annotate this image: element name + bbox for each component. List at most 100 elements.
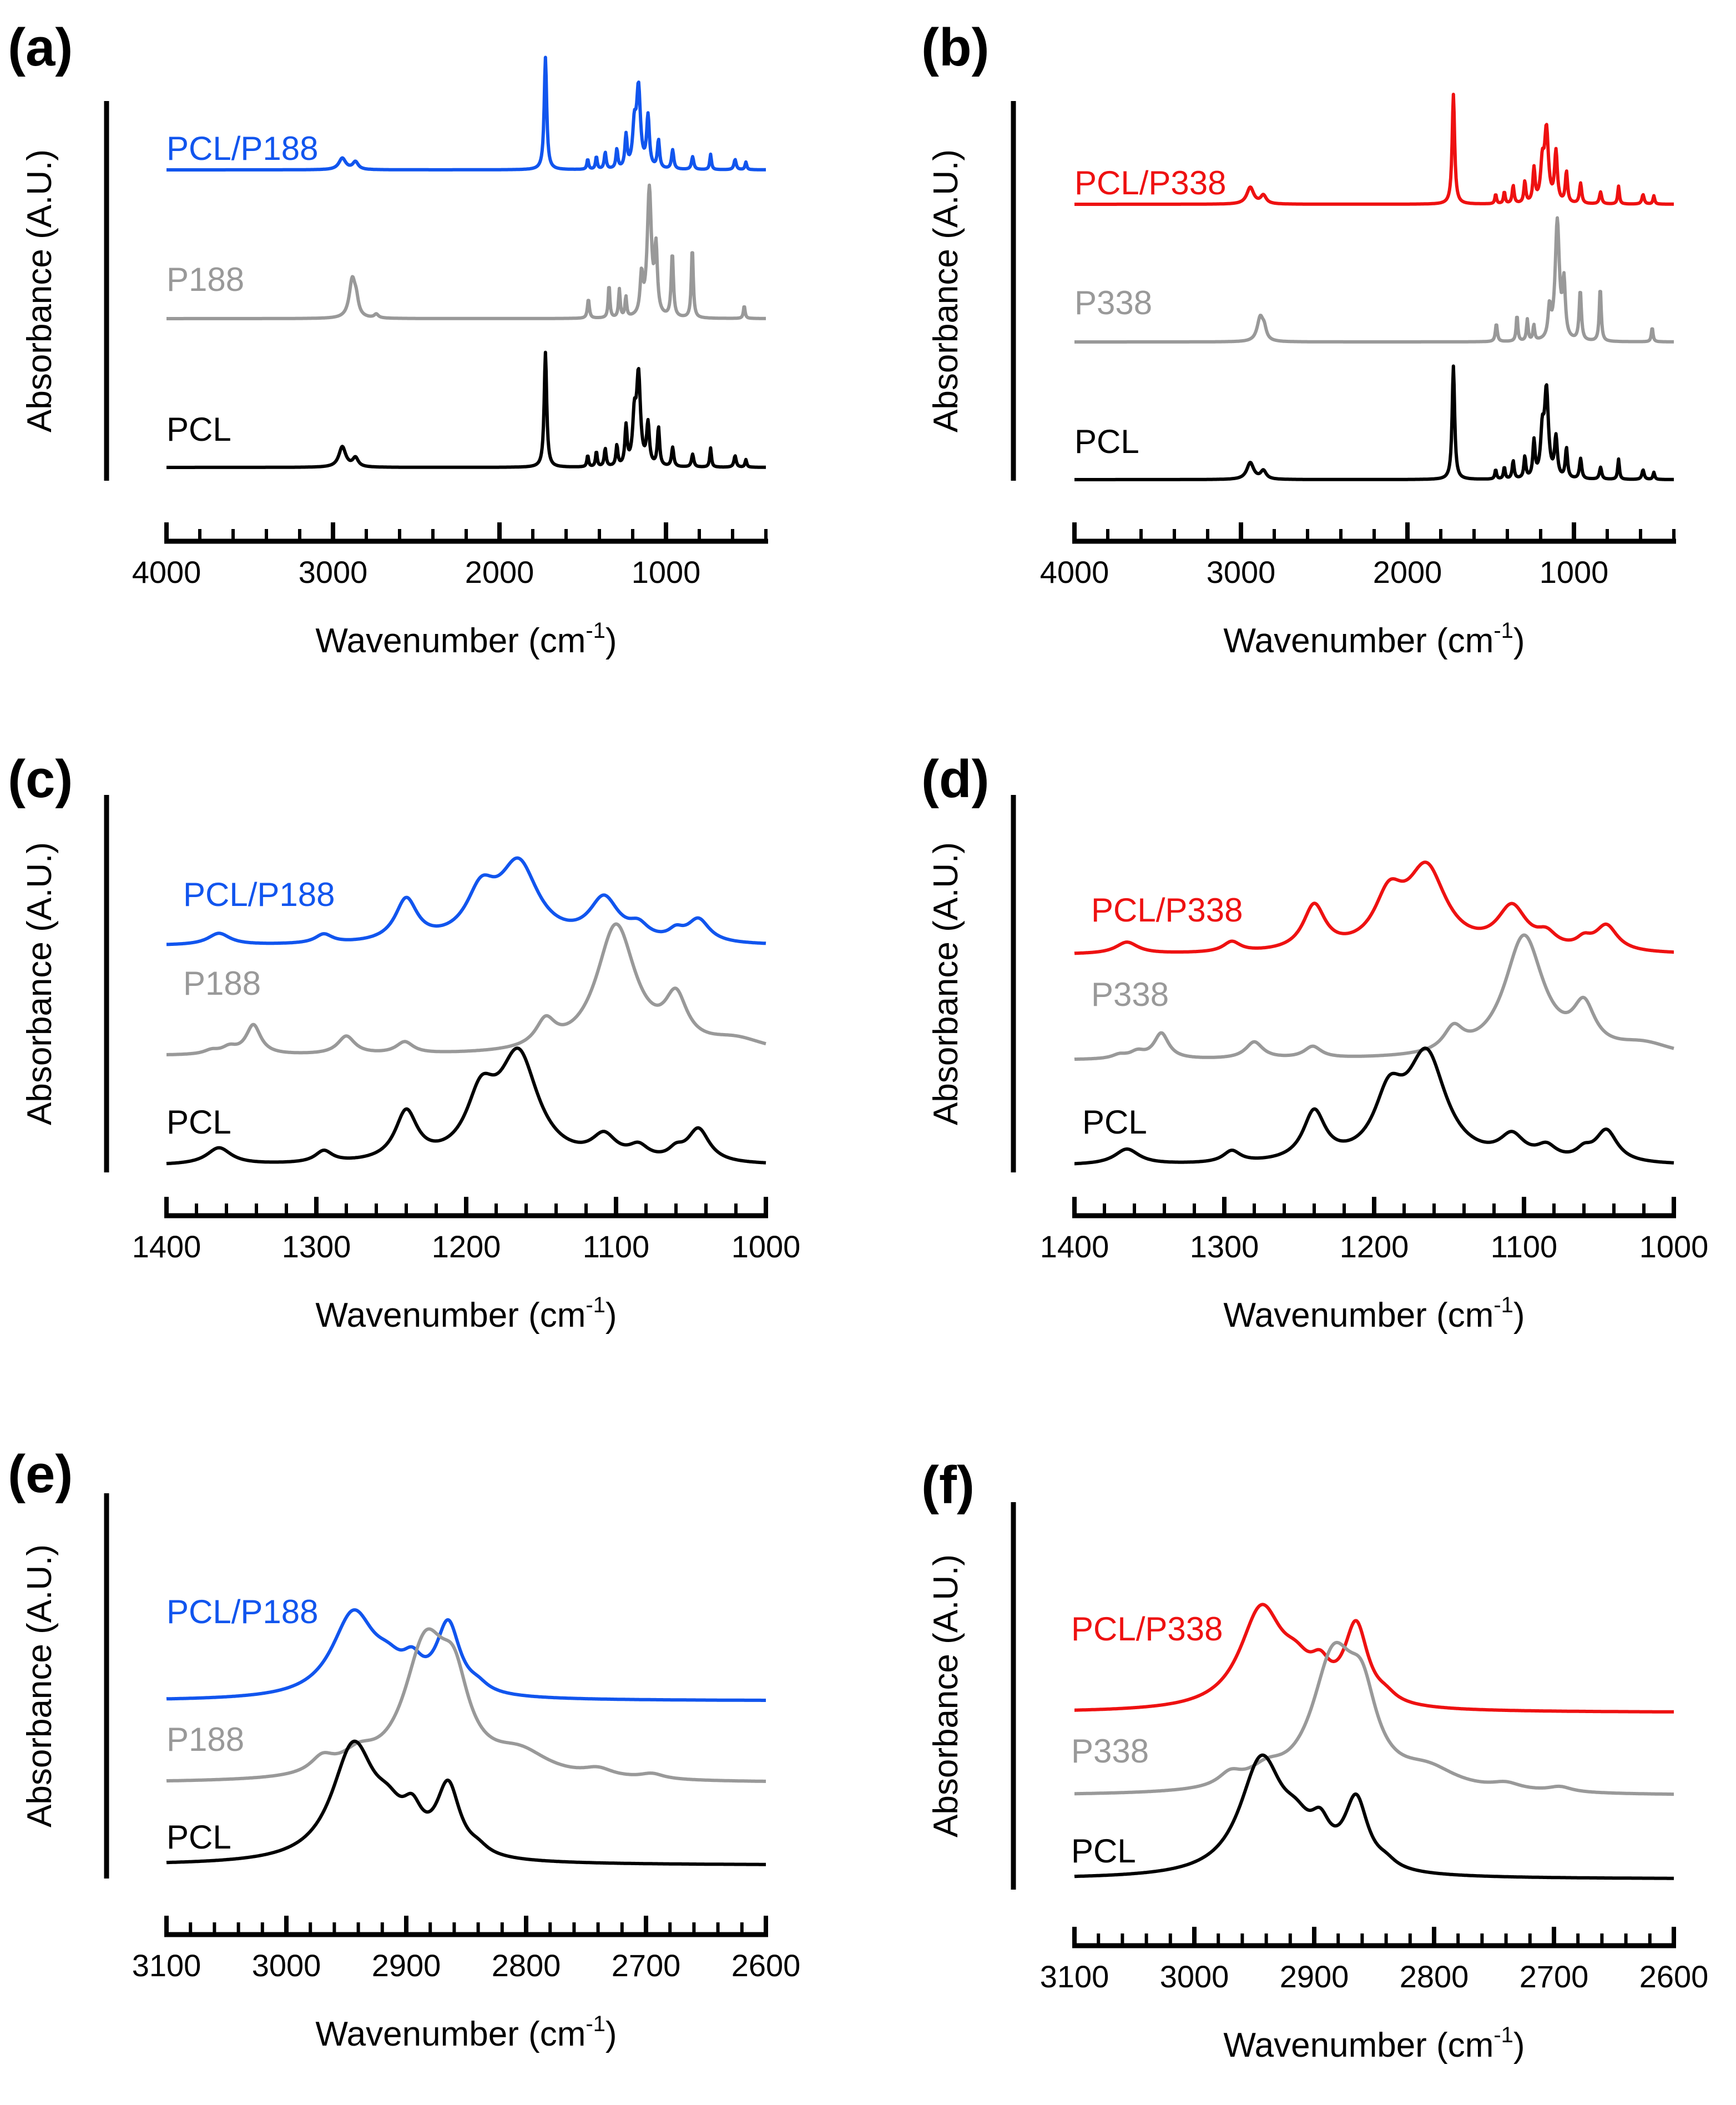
y-axis-title: Absorbance (A.U.)	[927, 842, 965, 1125]
x-axis-title-close: )	[605, 1296, 617, 1334]
series-line-pcl-p188	[165, 56, 767, 172]
x-tick-label: 3100	[1040, 1959, 1109, 1994]
x-axis-title-text: Wavenumber (cm	[315, 1296, 586, 1334]
series-line-pcl	[165, 1046, 767, 1166]
series-line-pcl-p188	[165, 856, 767, 946]
x-axis-title-superscript: -1	[1493, 2023, 1513, 2047]
x-tick-label: 2000	[1373, 555, 1442, 590]
x-axis-title-close: )	[605, 2015, 617, 2053]
x-tick-label: 1300	[1190, 1229, 1259, 1264]
x-tick-label: 3100	[132, 1948, 201, 1983]
x-tick-label: 1100	[583, 1229, 649, 1264]
series-label: P188	[183, 965, 261, 1002]
series-line-pcl-p338	[1073, 1603, 1675, 1714]
panel-label: (a)	[8, 18, 73, 77]
series-line-p338	[1073, 216, 1675, 344]
series-label: PCL	[1082, 1104, 1147, 1141]
x-axis-title: Wavenumber (cm-1)	[1223, 618, 1525, 660]
panel-a: (a) Absorbance (A.U.) 4000 3000 2000 1000 Wave…	[8, 18, 768, 660]
series-label: PCL/P338	[1071, 1610, 1223, 1648]
series-label: P188	[166, 1721, 244, 1758]
x-tick-label: 1400	[132, 1229, 201, 1264]
panel-f: (f) Absorbance (A.U.) 3100 3000 2900 2800 2700…	[921, 1456, 1708, 2064]
x-tick-label: 3000	[1160, 1959, 1229, 1994]
x-axis-title: Wavenumber (cm-1)	[1223, 2023, 1525, 2064]
x-axis-title-text: Wavenumber (cm	[315, 622, 586, 660]
x-axis-title: Wavenumber (cm-1)	[315, 2012, 617, 2053]
x-tick-label: 4000	[1040, 555, 1109, 590]
y-axis-title: Absorbance (A.U.)	[21, 842, 59, 1125]
series-label: P338	[1091, 976, 1169, 1013]
x-axis-title-superscript: -1	[1493, 1293, 1513, 1317]
y-axis-title: Absorbance (A.U.)	[21, 149, 59, 432]
x-axis-title-close: )	[1513, 2026, 1525, 2064]
series-label: PCL	[1071, 1832, 1136, 1870]
x-tick-label: 2000	[465, 555, 534, 590]
series-label: PCL	[1074, 423, 1139, 460]
x-axis-title-superscript: -1	[586, 1293, 605, 1317]
x-axis-title: Wavenumber (cm-1)	[315, 1293, 617, 1334]
x-axis-title-text: Wavenumber (cm	[1223, 2026, 1493, 2064]
series-line-pcl	[1073, 1046, 1675, 1166]
x-axis-title: Wavenumber (cm-1)	[1223, 1293, 1525, 1334]
series-line-pcl-p338	[1073, 93, 1675, 206]
panel-e: (e) Absorbance (A.U.) 3100 3000 2900 2800 2700…	[8, 1444, 800, 2053]
series-line-pcl	[1073, 1753, 1675, 1880]
series-label: PCL	[166, 1104, 231, 1141]
y-axis-title: Absorbance (A.U.)	[927, 1554, 965, 1837]
x-tick-label: 2800	[1400, 1959, 1469, 1994]
series-line-pcl	[1073, 364, 1675, 481]
y-axis-title: Absorbance (A.U.)	[21, 1544, 59, 1827]
series-line-pcl	[165, 350, 767, 469]
x-tick-label: 3000	[299, 555, 368, 590]
series-label: PCL/P188	[166, 1593, 319, 1630]
series-line-pcl-p338	[1073, 860, 1675, 955]
x-tick-label: 4000	[132, 555, 201, 590]
panel-label: (c)	[8, 749, 73, 809]
x-axis-title-close: )	[1513, 1296, 1525, 1334]
x-tick-label: 3000	[1207, 555, 1276, 590]
series-label: P338	[1074, 284, 1152, 321]
x-tick-label: 2900	[372, 1948, 441, 1983]
x-tick-label: 1000	[1540, 555, 1609, 590]
x-axis-title: Wavenumber (cm-1)	[315, 618, 617, 660]
x-tick-label: 2600	[1639, 1959, 1709, 1994]
x-tick-label: 1400	[1040, 1229, 1109, 1264]
series-label: P188	[166, 261, 244, 298]
x-tick-label: 1200	[432, 1229, 501, 1264]
y-axis-title: Absorbance (A.U.)	[927, 149, 965, 432]
x-tick-label: 1000	[731, 1229, 801, 1264]
series-label: PCL	[166, 1819, 231, 1856]
x-tick-label: 3000	[252, 1948, 321, 1983]
panel-label: (e)	[8, 1444, 73, 1504]
x-tick-label: 1000	[1639, 1229, 1709, 1264]
series-label: PCL/P188	[183, 876, 335, 913]
series-line-p188	[165, 922, 767, 1056]
x-tick-label: 1300	[282, 1229, 351, 1264]
series-line-p338	[1073, 1640, 1675, 1796]
x-tick-label: 1000	[632, 555, 701, 590]
panel-label: (b)	[921, 18, 990, 77]
series-line-pcl-p188	[165, 1608, 767, 1702]
panel-b: (b) Absorbance (A.U.) 4000 3000 2000 1000 Wave…	[921, 18, 1676, 660]
x-axis-title-superscript: -1	[1493, 618, 1513, 643]
series-line-pcl	[165, 1739, 767, 1866]
series-label: PCL/P188	[166, 130, 319, 167]
x-axis-title-close: )	[605, 622, 617, 660]
x-axis-title-close: )	[1513, 622, 1525, 660]
x-tick-label: 2700	[612, 1948, 681, 1983]
x-tick-label: 1200	[1340, 1229, 1409, 1264]
x-axis-title-superscript: -1	[586, 2012, 605, 2036]
x-axis-title-text: Wavenumber (cm	[1223, 1296, 1493, 1334]
x-axis-title-text: Wavenumber (cm	[1223, 622, 1493, 660]
x-tick-label: 2900	[1280, 1959, 1349, 1994]
x-axis-title-text: Wavenumber (cm	[315, 2015, 586, 2053]
x-tick-label: 2800	[492, 1948, 561, 1983]
x-axis-title-superscript: -1	[586, 618, 605, 643]
series-line-p188	[165, 183, 767, 320]
x-tick-label: 2600	[731, 1948, 801, 1983]
series-label: PCL/P338	[1074, 164, 1227, 202]
series-label: PCL	[166, 411, 231, 448]
series-line-p188	[165, 1627, 767, 1783]
